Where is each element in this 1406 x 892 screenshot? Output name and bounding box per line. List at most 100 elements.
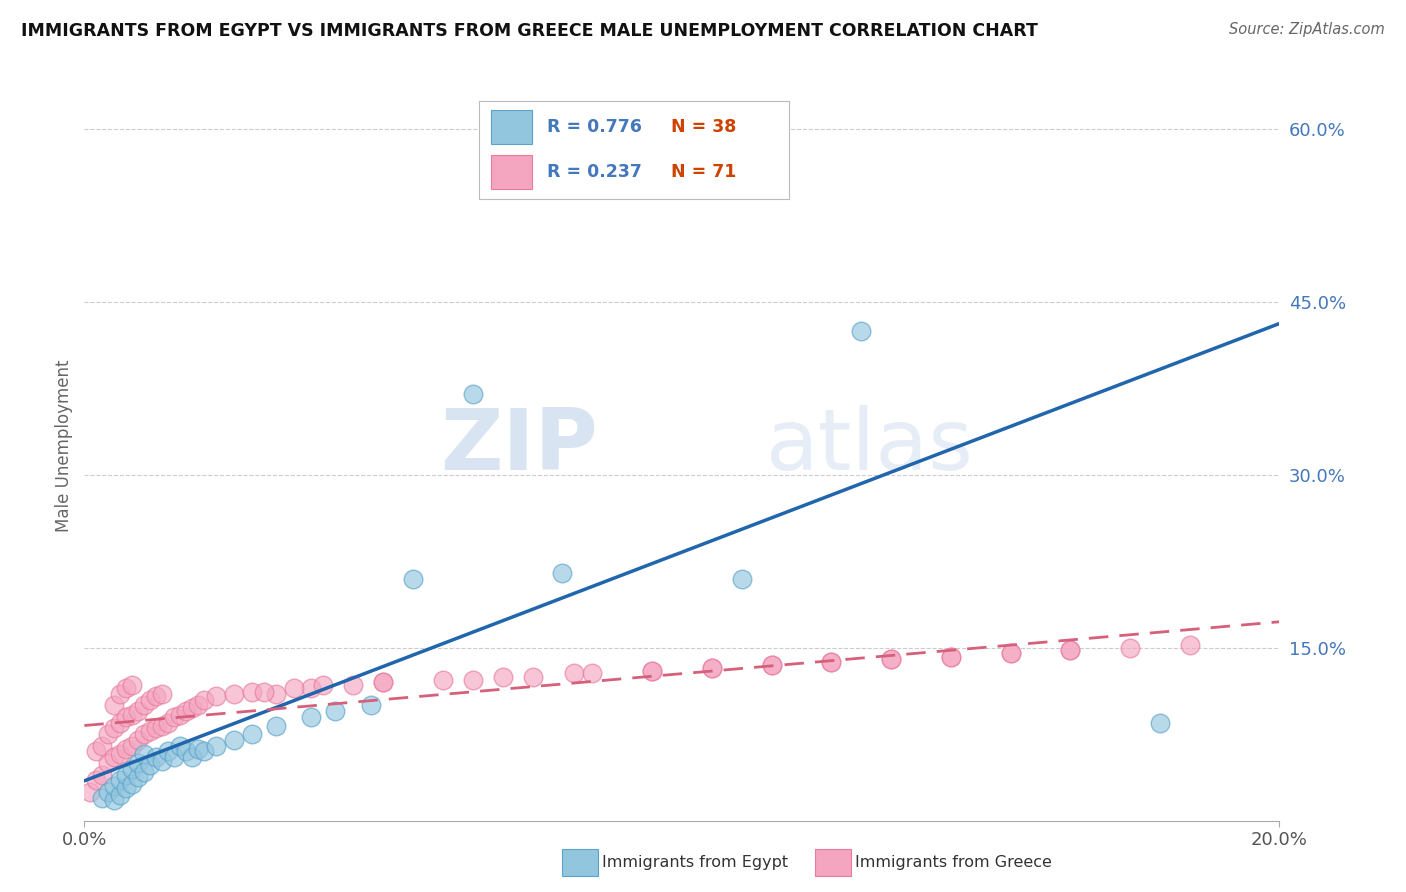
Point <box>187 698 209 713</box>
Point <box>193 744 215 758</box>
Point <box>402 572 425 586</box>
Point <box>139 758 162 772</box>
Point <box>103 779 125 793</box>
Point <box>103 793 125 807</box>
Point <box>115 742 138 756</box>
Point <box>432 673 454 687</box>
Point <box>205 739 228 753</box>
Text: Immigrants from Greece: Immigrants from Greece <box>855 855 1052 870</box>
Point <box>1059 643 1081 657</box>
Point <box>132 765 156 780</box>
Point <box>851 324 873 338</box>
Point <box>127 770 149 784</box>
Y-axis label: Male Unemployment: Male Unemployment <box>55 359 73 533</box>
Point <box>127 733 149 747</box>
Point <box>115 681 138 695</box>
Text: ZIP: ZIP <box>440 404 599 488</box>
Point <box>132 698 156 713</box>
Point <box>169 739 191 753</box>
Point <box>79 785 101 799</box>
Point <box>193 692 215 706</box>
Point <box>301 681 323 695</box>
Text: IMMIGRANTS FROM EGYPT VS IMMIGRANTS FROM GREECE MALE UNEMPLOYMENT CORRELATION CH: IMMIGRANTS FROM EGYPT VS IMMIGRANTS FROM… <box>21 22 1038 40</box>
Point <box>1178 639 1201 653</box>
Point <box>103 750 125 764</box>
Point <box>110 773 132 788</box>
Point <box>110 715 132 730</box>
Text: Source: ZipAtlas.com: Source: ZipAtlas.com <box>1229 22 1385 37</box>
Point <box>820 655 842 669</box>
Point <box>132 747 156 761</box>
Point <box>145 722 167 736</box>
Point <box>103 698 125 713</box>
Point <box>115 767 138 781</box>
Point <box>145 750 167 764</box>
Point <box>360 698 382 713</box>
Point <box>103 722 125 736</box>
Point <box>240 727 263 741</box>
Point <box>150 687 173 701</box>
Point <box>157 715 180 730</box>
Point <box>139 692 162 706</box>
Point <box>222 733 245 747</box>
Point <box>86 773 108 788</box>
Point <box>127 704 149 718</box>
Point <box>174 704 197 718</box>
Point <box>301 710 323 724</box>
Point <box>91 767 114 781</box>
Point <box>1119 640 1142 655</box>
Point <box>939 649 962 664</box>
Point <box>187 742 209 756</box>
Point <box>121 762 143 776</box>
Point <box>461 387 484 401</box>
Point <box>641 664 664 678</box>
Point <box>150 754 173 768</box>
Text: atlas: atlas <box>766 404 973 488</box>
Point <box>880 652 903 666</box>
Point <box>461 673 484 687</box>
Point <box>1000 647 1022 661</box>
Point <box>283 681 305 695</box>
Point <box>97 756 120 770</box>
Point <box>373 675 395 690</box>
Point <box>325 704 347 718</box>
Point <box>205 689 228 703</box>
Point <box>150 719 173 733</box>
Point <box>222 687 245 701</box>
Point <box>820 655 842 669</box>
Point <box>581 666 603 681</box>
Point <box>880 652 903 666</box>
Point <box>157 744 180 758</box>
Point <box>253 684 276 698</box>
Point <box>127 756 149 770</box>
Point <box>342 678 364 692</box>
Point <box>551 566 574 580</box>
Point <box>700 661 723 675</box>
Point <box>145 689 167 703</box>
Point <box>1000 647 1022 661</box>
Text: Immigrants from Egypt: Immigrants from Egypt <box>602 855 787 870</box>
Point <box>91 790 114 805</box>
Point <box>121 707 143 722</box>
Point <box>1059 643 1081 657</box>
Point <box>373 675 395 690</box>
Point <box>761 658 783 673</box>
Point <box>110 789 132 803</box>
Point <box>163 710 186 724</box>
Point <box>169 707 191 722</box>
Point <box>939 649 962 664</box>
Point <box>91 739 114 753</box>
Point <box>522 669 544 683</box>
Point <box>731 572 754 586</box>
Point <box>761 658 783 673</box>
Point <box>139 723 162 738</box>
Point <box>181 750 204 764</box>
Point <box>121 777 143 791</box>
Point <box>174 744 197 758</box>
Point <box>264 687 287 701</box>
Point <box>110 687 132 701</box>
Point <box>641 179 664 194</box>
Point <box>700 661 723 675</box>
Point <box>312 678 335 692</box>
Point <box>1149 715 1171 730</box>
